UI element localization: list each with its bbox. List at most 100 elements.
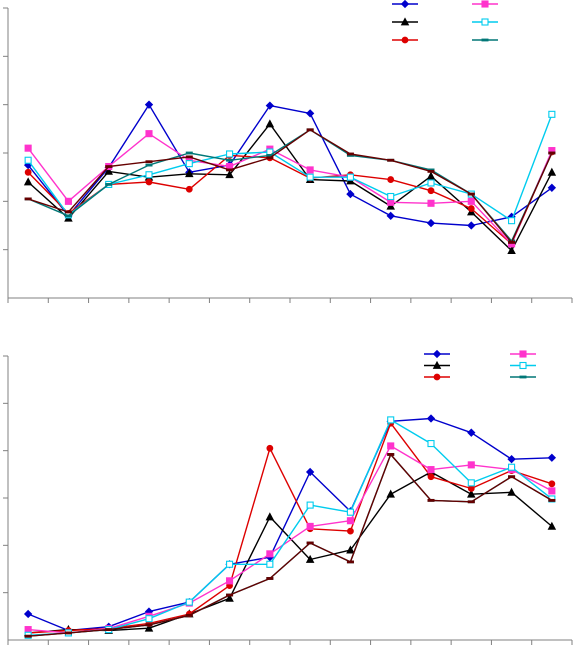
data-point <box>225 593 234 602</box>
data-point <box>426 218 436 228</box>
data-point <box>185 169 194 178</box>
data-point <box>427 187 435 195</box>
data-point <box>185 185 193 193</box>
series-5 <box>24 416 556 639</box>
data-point <box>387 192 395 201</box>
data-point <box>427 179 435 187</box>
series-line <box>27 103 553 227</box>
legend-item <box>424 373 450 381</box>
data-point <box>427 440 435 448</box>
data-point <box>226 577 234 585</box>
series-line <box>27 151 553 245</box>
data-point <box>427 199 435 207</box>
data-point <box>387 453 395 456</box>
data-point <box>105 165 113 168</box>
data-point <box>145 160 153 164</box>
data-point <box>306 173 314 181</box>
data-point <box>24 626 32 634</box>
data-point <box>64 631 72 635</box>
data-point <box>23 177 33 186</box>
legend-item <box>472 0 498 8</box>
legend-item <box>472 38 498 42</box>
legend-swatch-marker <box>400 0 410 9</box>
line-chart-2 <box>3 349 573 645</box>
data-point <box>467 192 475 196</box>
legend-swatch-marker <box>400 17 410 26</box>
data-point <box>387 158 395 162</box>
data-point <box>346 517 354 525</box>
data-point <box>24 144 32 152</box>
data-point <box>23 609 33 619</box>
data-point <box>467 205 475 212</box>
data-point <box>346 545 355 554</box>
data-point <box>226 560 234 568</box>
data-point <box>226 150 234 158</box>
legend-swatch-marker <box>519 350 527 358</box>
data-point <box>185 160 193 168</box>
data-point <box>386 489 395 498</box>
data-point <box>426 414 436 423</box>
data-point <box>427 169 435 173</box>
data-point <box>144 100 154 109</box>
data-point <box>64 214 72 218</box>
data-point <box>346 154 354 157</box>
data-point <box>427 466 435 474</box>
legend-item <box>510 350 536 358</box>
data-point <box>508 217 516 225</box>
data-point <box>387 416 395 424</box>
legend-swatch-marker <box>433 373 441 381</box>
data-point <box>145 623 153 627</box>
data-point <box>226 158 234 162</box>
data-point <box>266 577 274 580</box>
data-point <box>347 527 354 535</box>
data-point <box>346 152 354 156</box>
series-2 <box>23 467 557 637</box>
data-point <box>467 479 475 487</box>
data-point <box>306 166 314 174</box>
legend-swatch-marker <box>481 18 489 26</box>
series-7 <box>24 453 556 638</box>
data-point <box>306 541 314 545</box>
data-point <box>266 550 274 558</box>
data-point <box>548 110 556 118</box>
data-point <box>508 241 516 244</box>
data-point <box>145 130 153 138</box>
data-point <box>427 498 435 502</box>
data-point <box>265 119 275 128</box>
data-point <box>225 170 234 179</box>
data-point <box>24 197 32 201</box>
data-point <box>145 178 153 186</box>
data-point <box>145 171 153 179</box>
series-1 <box>23 414 557 635</box>
data-point <box>508 475 516 479</box>
data-point <box>185 613 193 617</box>
series-line <box>27 132 553 245</box>
data-point <box>467 197 475 205</box>
legend-swatch-marker <box>401 36 409 44</box>
data-point <box>265 512 275 521</box>
legend-item <box>392 17 418 26</box>
series-line <box>28 471 553 634</box>
data-point <box>306 522 314 530</box>
data-point <box>547 183 557 192</box>
data-point <box>467 428 476 437</box>
data-point <box>467 500 475 504</box>
data-point <box>105 628 113 631</box>
legend-swatch-marker <box>481 38 489 42</box>
data-point <box>467 221 476 230</box>
data-point <box>467 489 476 498</box>
legend-item <box>424 349 450 359</box>
data-point <box>305 467 315 477</box>
data-point <box>266 154 274 157</box>
series-line <box>28 445 553 634</box>
data-point <box>547 521 557 530</box>
data-point <box>507 455 516 464</box>
data-point <box>64 210 72 214</box>
data-point <box>346 173 354 181</box>
data-point <box>24 168 32 176</box>
series-line <box>27 129 553 244</box>
legend-item <box>392 36 418 44</box>
data-point <box>427 473 435 481</box>
